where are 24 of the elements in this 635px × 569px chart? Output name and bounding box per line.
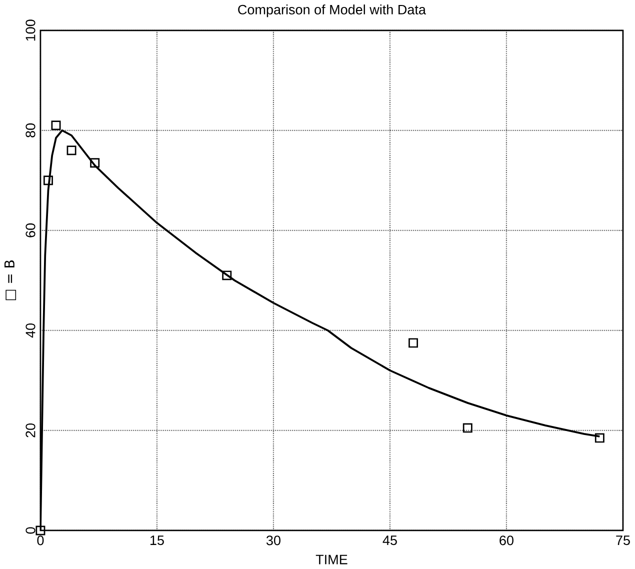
y-tick-label: 60 bbox=[26, 224, 36, 238]
y-tick-label: 0 bbox=[26, 527, 36, 534]
point bbox=[594, 433, 604, 443]
x-tick-label: 0 bbox=[37, 536, 44, 546]
y-tick-label: 100 bbox=[26, 20, 36, 41]
point bbox=[222, 270, 232, 280]
chart-title: Comparison of Model with Data bbox=[238, 4, 426, 18]
point bbox=[66, 146, 76, 156]
point bbox=[408, 338, 418, 348]
x-tick-label: 60 bbox=[500, 536, 514, 546]
point bbox=[462, 423, 472, 433]
point bbox=[36, 526, 46, 536]
point bbox=[51, 120, 61, 130]
y-axis-title: □ = B bbox=[4, 260, 16, 300]
x-axis-title: TIME bbox=[316, 555, 348, 564]
x-tick-label: 75 bbox=[616, 536, 630, 546]
y-tick-label: 40 bbox=[26, 324, 36, 338]
y-tick-label: 80 bbox=[26, 124, 36, 138]
x-tick-label: 45 bbox=[382, 536, 397, 546]
point bbox=[43, 176, 53, 186]
x-tick-label: 30 bbox=[266, 536, 280, 546]
x-tick-label: 15 bbox=[150, 536, 164, 546]
y-tick-label: 20 bbox=[26, 424, 36, 438]
point bbox=[90, 158, 100, 168]
